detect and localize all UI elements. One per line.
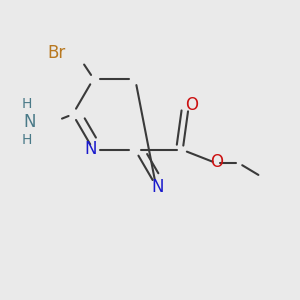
- Text: N: N: [84, 140, 97, 158]
- Text: H: H: [22, 133, 32, 147]
- Text: N: N: [151, 178, 164, 196]
- Text: O: O: [185, 96, 198, 114]
- Text: O: O: [210, 153, 224, 171]
- Text: Br: Br: [47, 44, 65, 62]
- Text: H: H: [22, 97, 32, 111]
- Text: N: N: [23, 113, 36, 131]
